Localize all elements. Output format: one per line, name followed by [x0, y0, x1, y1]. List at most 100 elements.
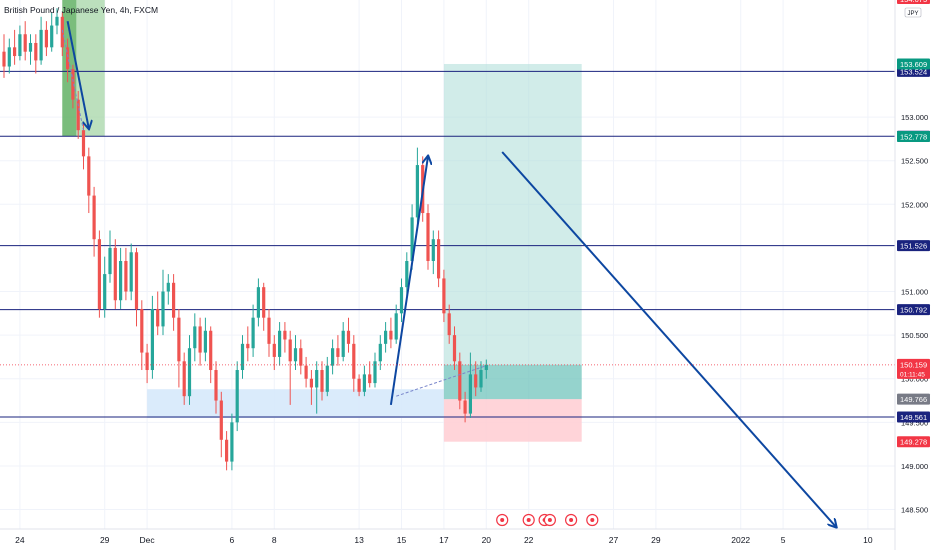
candle-body: [415, 165, 419, 218]
candle-body: [81, 130, 86, 157]
candle-body: [399, 287, 404, 314]
level-price-tag-text: 153.524: [900, 67, 927, 76]
level-price-tag: 151.526: [897, 240, 930, 252]
price-tag: 153.609: [897, 58, 930, 70]
candle-body: [352, 343, 356, 379]
candle-body: [458, 361, 462, 401]
candle-body: [108, 247, 112, 275]
candle-body: [124, 261, 128, 292]
candle-body: [50, 25, 54, 48]
level-price-tag-bg: [897, 411, 930, 423]
x-tick-label: 2022: [731, 535, 750, 545]
candle-body: [278, 330, 282, 357]
candle-body: [378, 343, 382, 362]
event-marker[interactable]: [496, 513, 509, 527]
candle-body: [262, 287, 266, 318]
candle-body: [71, 69, 75, 100]
candle-body: [92, 195, 96, 240]
price-tag-bg: [897, 58, 930, 70]
candle-body: [103, 274, 107, 309]
candle-body: [293, 348, 298, 362]
x-tick-label: 8: [272, 535, 277, 545]
y-tick-label: 151.000: [901, 288, 928, 297]
currency-badge-text[interactable]: JPY: [907, 11, 918, 17]
last-price-text: 150.159: [900, 360, 927, 369]
candle-body: [23, 34, 27, 52]
candle-body: [140, 308, 144, 353]
event-marker-dot[interactable]: [547, 518, 552, 522]
candle-body: [44, 29, 48, 48]
price-tag-text: 149.766: [900, 395, 927, 404]
candle-body: [474, 374, 478, 388]
y-tick-label: 152.500: [901, 157, 928, 166]
top-cut-text: 154.075: [900, 0, 927, 4]
candle-body: [145, 352, 149, 371]
level-price-tag-text: 150.792: [900, 306, 927, 315]
candle-body: [346, 330, 351, 344]
candle-body: [299, 348, 303, 366]
candle-body: [161, 291, 165, 327]
candle-body: [134, 252, 139, 309]
candle-body: [177, 317, 181, 362]
price-tag-text: 149.278: [900, 438, 927, 447]
event-marker-dot[interactable]: [569, 518, 574, 522]
candle-body: [479, 370, 483, 388]
price-tag-bg: [897, 130, 930, 142]
candle-body: [214, 370, 218, 401]
candle-body: [447, 313, 451, 336]
currency-badge[interactable]: JPY: [904, 7, 922, 18]
x-tick-label: 29: [100, 535, 110, 545]
candle-body: [187, 348, 192, 397]
candle-body: [193, 326, 197, 349]
candle-body: [198, 326, 202, 353]
candle-body: [437, 239, 441, 279]
x-tick-label: 29: [651, 535, 661, 545]
candle-body: [97, 239, 101, 309]
candle-body: [219, 400, 223, 440]
candle-body: [251, 317, 255, 349]
candle-body: [373, 361, 377, 384]
candle-body: [209, 330, 213, 371]
price-tag-text: 152.778: [900, 132, 927, 141]
level-price-tag-text: 149.561: [900, 413, 927, 422]
candle-body: [357, 378, 361, 392]
top-cut-tag: 154.075: [897, 0, 930, 4]
candle-body: [230, 422, 234, 462]
event-marker-dot[interactable]: [526, 518, 531, 522]
currency-badge-bg[interactable]: [904, 7, 922, 18]
x-tick-label: 24: [15, 535, 25, 545]
candle-body: [66, 47, 70, 70]
x-tick-label: 6: [230, 535, 235, 545]
candle-body: [172, 282, 176, 318]
candle-body: [484, 364, 488, 371]
candle-body: [28, 42, 33, 52]
candle-body: [34, 42, 38, 61]
countdown-text: 01:11:45: [900, 371, 925, 378]
candle-body: [368, 374, 372, 384]
x-tick-label: 22: [524, 535, 534, 545]
candle-body: [304, 365, 308, 379]
trend-arrow: [389, 156, 428, 406]
event-marker-dot[interactable]: [500, 518, 505, 522]
event-marker[interactable]: [522, 513, 535, 527]
event-marker[interactable]: [564, 513, 578, 527]
event-marker-dot[interactable]: [590, 518, 595, 522]
level-price-tag-bg: [897, 240, 930, 252]
event-marker[interactable]: [543, 513, 557, 527]
stop-zone: [443, 399, 582, 442]
candle-body: [431, 239, 435, 261]
trend-arrow: [501, 151, 836, 527]
candle-body: [325, 365, 329, 392]
candle-body: [272, 343, 276, 357]
candle-body: [463, 400, 467, 414]
x-tick-label: 13: [354, 535, 364, 545]
event-marker[interactable]: [586, 513, 599, 527]
chart-title: British Pound / Japanese Yen, 4h, FXCM: [4, 5, 159, 15]
x-tick-label: Dec: [140, 535, 156, 545]
price-tag: 149.766: [897, 393, 930, 405]
candle-body: [452, 335, 457, 362]
level-price-tag: 149.561: [897, 411, 930, 423]
candle-body: [7, 47, 11, 67]
